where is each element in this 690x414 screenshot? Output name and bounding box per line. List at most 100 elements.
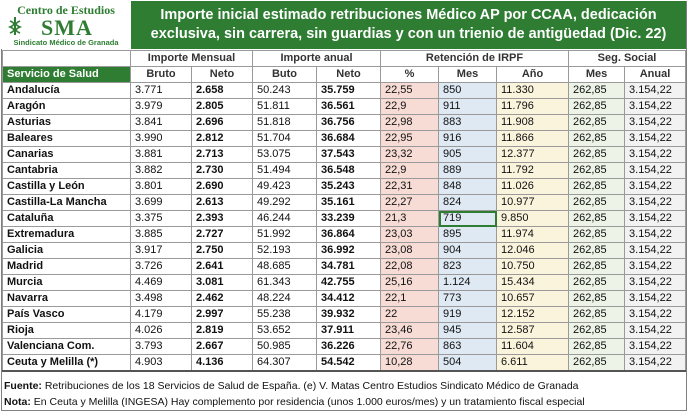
cell-neto-anual[interactable]: 36.992	[316, 242, 381, 259]
cell-bruto-anual[interactable]: 49.292	[252, 194, 317, 211]
cell-neto-anual[interactable]: 39.932	[316, 306, 381, 323]
cell-ss-mes[interactable]: 262,85	[568, 322, 626, 339]
cell-bruto-mensual[interactable]: 4.469	[130, 274, 192, 291]
cell-irpf-pct[interactable]: 23,32	[380, 146, 439, 163]
cell-neto-anual[interactable]: 35.243	[316, 178, 381, 195]
cell-ss-mes[interactable]: 262,85	[568, 306, 626, 323]
cell-irpf-mes[interactable]: 773	[438, 290, 497, 307]
cell-irpf-mes[interactable]: 889	[438, 162, 497, 179]
cell-bruto-anual[interactable]: 49.423	[252, 178, 317, 195]
cell-neto-mensual[interactable]: 2.658	[191, 82, 253, 99]
cell-ss-anual[interactable]: 3.154,22	[624, 146, 687, 163]
cell-neto-mensual[interactable]: 2.462	[191, 290, 253, 307]
cell-bruto-anual[interactable]: 55.238	[252, 306, 317, 323]
cell-neto-anual[interactable]: 54.542	[316, 354, 381, 372]
cell-servicio[interactable]: Extremadura	[2, 226, 131, 243]
cell-neto-mensual[interactable]: 2.641	[191, 258, 253, 275]
cell-neto-anual[interactable]: 36.226	[316, 338, 381, 355]
cell-irpf-anio[interactable]: 10.750	[495, 258, 570, 275]
cell-neto-mensual[interactable]: 2.819	[191, 322, 253, 339]
cell-irpf-mes[interactable]: 850	[438, 82, 497, 99]
cell-neto-mensual[interactable]: 2.613	[191, 194, 253, 211]
cell-servicio[interactable]: Cantabria	[2, 162, 131, 179]
cell-bruto-anual[interactable]: 61.343	[252, 274, 317, 291]
cell-ss-mes[interactable]: 262,85	[568, 162, 626, 179]
cell-neto-mensual[interactable]: 2.713	[191, 146, 253, 163]
cell-irpf-anio[interactable]: 11.330	[495, 82, 570, 99]
cell-irpf-anio[interactable]: 11.796	[495, 98, 570, 115]
cell-servicio[interactable]: Madrid	[2, 258, 131, 275]
cell-bruto-mensual[interactable]: 3.793	[130, 338, 192, 355]
cell-irpf-anio[interactable]: 11.026	[495, 178, 570, 195]
cell-irpf-mes[interactable]: 719	[438, 210, 497, 227]
cell-servicio[interactable]: Castilla y León	[2, 178, 131, 195]
cell-servicio[interactable]: Canarias	[2, 146, 131, 163]
cell-ss-mes[interactable]: 262,85	[568, 178, 626, 195]
cell-ss-mes[interactable]: 262,85	[568, 210, 626, 227]
cell-irpf-pct[interactable]: 22,55	[380, 82, 439, 99]
cell-irpf-anio[interactable]: 11.908	[495, 114, 570, 131]
cell-servicio[interactable]: Murcia	[2, 274, 131, 291]
cell-ss-anual[interactable]: 3.154,22	[624, 130, 687, 147]
cell-neto-mensual[interactable]: 2.805	[191, 98, 253, 115]
cell-irpf-pct[interactable]: 22,08	[380, 258, 439, 275]
cell-irpf-anio[interactable]: 12.587	[495, 322, 570, 339]
cell-servicio[interactable]: Valenciana Com.	[2, 338, 131, 355]
cell-bruto-mensual[interactable]: 3.979	[130, 98, 192, 115]
cell-irpf-pct[interactable]: 22,95	[380, 130, 439, 147]
cell-neto-mensual[interactable]: 2.812	[191, 130, 253, 147]
cell-neto-anual[interactable]: 36.684	[316, 130, 381, 147]
cell-irpf-pct[interactable]: 10,28	[380, 354, 439, 372]
cell-servicio[interactable]: Galicia	[2, 242, 131, 259]
cell-irpf-pct[interactable]: 22,27	[380, 194, 439, 211]
cell-irpf-anio[interactable]: 6.611	[495, 354, 570, 372]
cell-servicio[interactable]: Ceuta y Melilla (*)	[2, 354, 131, 372]
cell-ss-anual[interactable]: 3.154,22	[624, 322, 687, 339]
cell-ss-anual[interactable]: 3.154,22	[624, 290, 687, 307]
cell-bruto-anual[interactable]: 48.685	[252, 258, 317, 275]
cell-servicio[interactable]: País Vasco	[2, 306, 131, 323]
cell-ss-anual[interactable]: 3.154,22	[624, 162, 687, 179]
cell-bruto-anual[interactable]: 48.224	[252, 290, 317, 307]
cell-neto-anual[interactable]: 36.548	[316, 162, 381, 179]
cell-neto-anual[interactable]: 36.864	[316, 226, 381, 243]
cell-servicio[interactable]: Andalucía	[2, 82, 131, 99]
cell-irpf-anio[interactable]: 12.046	[495, 242, 570, 259]
cell-irpf-mes[interactable]: 916	[438, 130, 497, 147]
cell-ss-mes[interactable]: 262,85	[568, 114, 626, 131]
cell-irpf-mes[interactable]: 863	[438, 338, 497, 355]
cell-neto-anual[interactable]: 34.412	[316, 290, 381, 307]
cell-bruto-mensual[interactable]: 3.881	[130, 146, 192, 163]
cell-ss-anual[interactable]: 3.154,22	[624, 258, 687, 275]
cell-bruto-anual[interactable]: 50.985	[252, 338, 317, 355]
cell-bruto-mensual[interactable]: 3.841	[130, 114, 192, 131]
cell-irpf-anio[interactable]: 11.604	[495, 338, 570, 355]
cell-servicio[interactable]: Aragón	[2, 98, 131, 115]
cell-ss-anual[interactable]: 3.154,22	[624, 194, 687, 211]
cell-ss-mes[interactable]: 262,85	[568, 338, 626, 355]
cell-irpf-mes[interactable]: 883	[438, 114, 497, 131]
cell-servicio[interactable]: Rioja	[2, 322, 131, 339]
cell-ss-mes[interactable]: 262,85	[568, 130, 626, 147]
cell-neto-mensual[interactable]: 3.081	[191, 274, 253, 291]
cell-bruto-anual[interactable]: 51.494	[252, 162, 317, 179]
cell-neto-anual[interactable]: 42.755	[316, 274, 381, 291]
cell-irpf-pct[interactable]: 22,9	[380, 162, 439, 179]
cell-neto-mensual[interactable]: 2.696	[191, 114, 253, 131]
cell-irpf-mes[interactable]: 824	[438, 194, 497, 211]
cell-irpf-pct[interactable]: 23,46	[380, 322, 439, 339]
cell-neto-anual[interactable]: 35.161	[316, 194, 381, 211]
cell-irpf-anio[interactable]: 9.850	[495, 210, 570, 227]
cell-ss-mes[interactable]: 262,85	[568, 290, 626, 307]
cell-irpf-pct[interactable]: 22	[380, 306, 439, 323]
cell-ss-anual[interactable]: 3.154,22	[624, 210, 687, 227]
cell-bruto-anual[interactable]: 46.244	[252, 210, 317, 227]
cell-irpf-pct[interactable]: 22,76	[380, 338, 439, 355]
cell-bruto-anual[interactable]: 53.075	[252, 146, 317, 163]
cell-irpf-anio[interactable]: 11.792	[495, 162, 570, 179]
cell-bruto-mensual[interactable]: 3.699	[130, 194, 192, 211]
cell-irpf-pct[interactable]: 22,1	[380, 290, 439, 307]
cell-irpf-mes[interactable]: 848	[438, 178, 497, 195]
cell-irpf-anio[interactable]: 15.434	[495, 274, 570, 291]
cell-bruto-mensual[interactable]: 3.375	[130, 210, 192, 227]
